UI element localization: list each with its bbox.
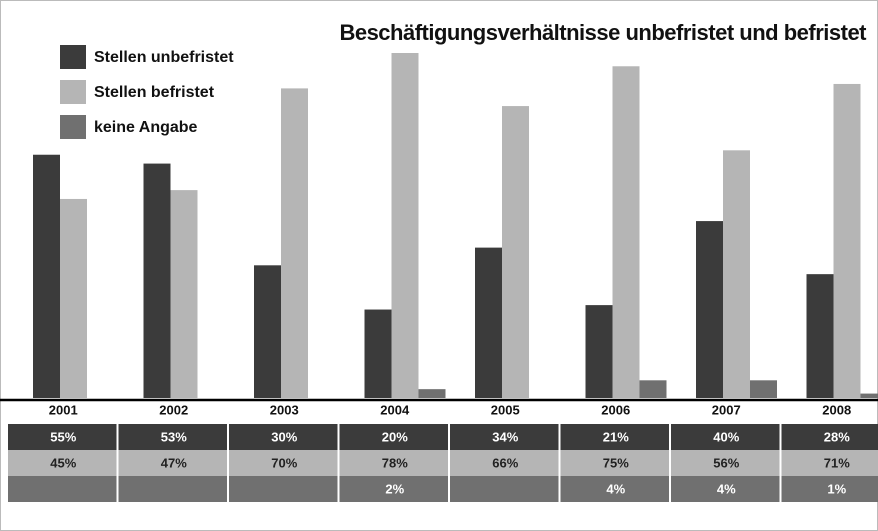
table-cell — [560, 424, 669, 450]
bar — [143, 163, 171, 398]
table-cell — [450, 424, 559, 450]
table-cell — [229, 450, 338, 476]
table-cell — [560, 476, 669, 502]
table-value: 47% — [161, 455, 187, 470]
table-value: 40% — [713, 429, 739, 444]
x-tick-label: 2003 — [270, 402, 299, 417]
table-cell — [339, 450, 448, 476]
table-value: 75% — [603, 455, 629, 470]
legend-swatch — [60, 80, 86, 104]
legend-label: Stellen unbefristet — [94, 49, 234, 66]
x-tick-label: 2001 — [49, 402, 78, 417]
bar — [33, 154, 60, 398]
table-value: 55% — [50, 429, 76, 444]
bar — [364, 309, 392, 398]
bar — [475, 247, 502, 398]
bar — [750, 380, 777, 398]
table-cell — [118, 450, 227, 476]
bar — [612, 66, 640, 399]
table-cell — [450, 476, 559, 502]
table-cell — [229, 424, 338, 450]
legend-label: keine Angabe — [94, 119, 198, 136]
table-cell — [450, 450, 559, 476]
table-cell — [118, 476, 227, 502]
bar — [418, 389, 446, 398]
table-value: 2% — [385, 481, 404, 496]
bar — [696, 221, 723, 398]
table-cell — [781, 424, 878, 450]
x-tick-label: 2007 — [712, 402, 741, 417]
x-tick-label: 2008 — [822, 402, 851, 417]
legend-label: Stellen befristet — [94, 84, 215, 101]
table-value: 4% — [606, 481, 625, 496]
x-tick-label: 2002 — [159, 402, 188, 417]
table-value: 70% — [271, 455, 297, 470]
bar — [254, 265, 281, 398]
table-cell — [781, 450, 878, 476]
x-tick-label: 2005 — [491, 402, 520, 417]
legend-swatch — [60, 45, 86, 69]
bar — [585, 305, 613, 398]
chart-title: Beschäftigungsverhältnisse unbefristet u… — [339, 20, 867, 45]
x-tick-label: 2004 — [380, 402, 410, 417]
table-value: 53% — [161, 429, 187, 444]
x-tick-label: 2006 — [601, 402, 630, 417]
table-cell — [671, 476, 780, 502]
table-cell — [671, 450, 780, 476]
table-cell — [671, 424, 780, 450]
table-value: 30% — [271, 429, 297, 444]
table-value: 28% — [824, 429, 850, 444]
legend-swatch — [60, 115, 86, 139]
table-value: 4% — [717, 481, 736, 496]
bar — [502, 106, 529, 399]
table-value: 1% — [827, 481, 846, 496]
table-cell — [8, 424, 117, 450]
table-value: 71% — [824, 455, 850, 470]
bar — [170, 190, 198, 398]
bar — [723, 150, 750, 398]
table-cell — [339, 424, 448, 450]
table-cell — [560, 450, 669, 476]
table-cell — [781, 476, 878, 502]
table-cell — [8, 450, 117, 476]
bar — [281, 88, 308, 398]
table-value: 34% — [492, 429, 518, 444]
table-cell — [118, 424, 227, 450]
bar — [391, 53, 419, 398]
table-value: 21% — [603, 429, 629, 444]
table-value: 45% — [50, 455, 76, 470]
table-value: 66% — [492, 455, 518, 470]
table-value: 20% — [382, 429, 408, 444]
table-value: 78% — [382, 455, 408, 470]
table-cell — [339, 476, 448, 502]
bar — [860, 393, 878, 398]
table-cell — [8, 476, 117, 502]
bar — [833, 83, 861, 398]
bar — [60, 198, 87, 398]
table-cell — [229, 476, 338, 502]
bar — [639, 380, 667, 398]
table-value: 56% — [713, 455, 739, 470]
bar — [806, 274, 834, 398]
